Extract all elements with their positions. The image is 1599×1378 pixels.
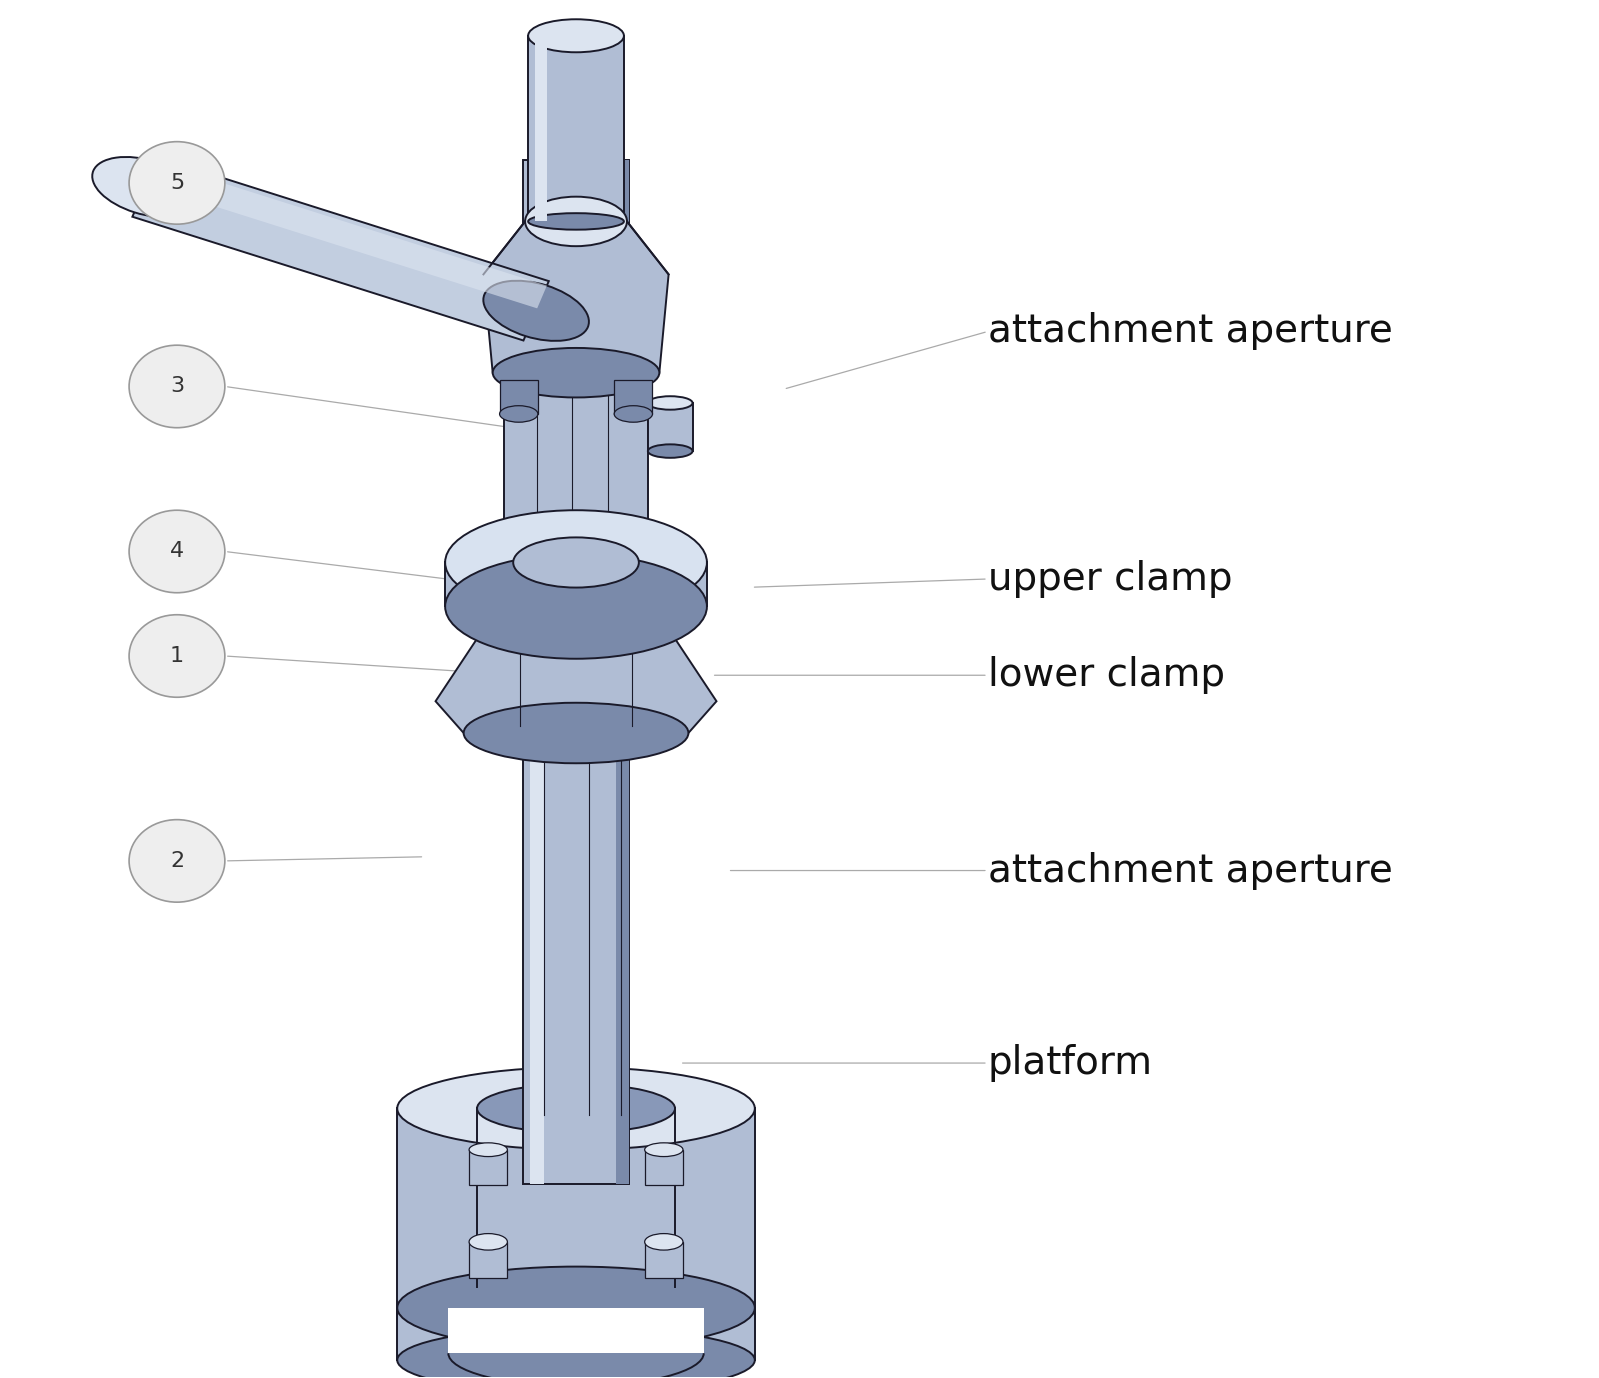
Text: 5: 5 — [169, 172, 184, 193]
Ellipse shape — [397, 1067, 755, 1149]
Text: upper clamp: upper clamp — [988, 559, 1233, 598]
Ellipse shape — [528, 214, 624, 230]
Ellipse shape — [483, 281, 588, 340]
Ellipse shape — [397, 1266, 755, 1349]
Circle shape — [130, 510, 225, 593]
Polygon shape — [644, 1242, 683, 1277]
Text: d: d — [473, 642, 486, 661]
Ellipse shape — [469, 1233, 507, 1250]
Polygon shape — [704, 1308, 755, 1360]
Text: platform: platform — [988, 1045, 1153, 1082]
Circle shape — [130, 142, 225, 225]
Polygon shape — [499, 379, 537, 413]
Polygon shape — [435, 627, 716, 733]
Polygon shape — [534, 36, 547, 222]
Ellipse shape — [445, 554, 707, 659]
Polygon shape — [469, 1149, 507, 1185]
Polygon shape — [448, 1308, 704, 1353]
Text: 1: 1 — [169, 646, 184, 666]
Text: 4: 4 — [169, 542, 184, 561]
Ellipse shape — [464, 703, 689, 763]
Polygon shape — [528, 36, 624, 222]
Ellipse shape — [484, 597, 667, 657]
Polygon shape — [397, 1308, 448, 1360]
Ellipse shape — [93, 157, 198, 218]
Ellipse shape — [492, 347, 659, 397]
Circle shape — [130, 820, 225, 903]
Polygon shape — [523, 160, 628, 1184]
Polygon shape — [146, 161, 547, 309]
Polygon shape — [648, 402, 692, 451]
Ellipse shape — [648, 444, 692, 457]
Circle shape — [130, 346, 225, 427]
Polygon shape — [529, 160, 544, 1184]
Ellipse shape — [644, 1233, 683, 1250]
Ellipse shape — [648, 397, 692, 409]
Ellipse shape — [469, 1142, 507, 1156]
Polygon shape — [614, 379, 652, 413]
Ellipse shape — [644, 1142, 683, 1156]
Ellipse shape — [445, 510, 707, 615]
Text: 2: 2 — [169, 850, 184, 871]
Ellipse shape — [513, 537, 640, 587]
Polygon shape — [504, 372, 648, 531]
Text: 3: 3 — [169, 376, 184, 397]
Ellipse shape — [524, 197, 627, 247]
Polygon shape — [133, 157, 548, 340]
Text: lower clamp: lower clamp — [988, 656, 1225, 695]
Ellipse shape — [397, 1327, 755, 1378]
Text: attachment aperture: attachment aperture — [988, 852, 1393, 890]
Polygon shape — [397, 1108, 755, 1308]
Polygon shape — [483, 222, 668, 372]
Ellipse shape — [528, 19, 624, 52]
Ellipse shape — [504, 511, 648, 550]
Polygon shape — [644, 1149, 683, 1185]
Ellipse shape — [477, 1083, 675, 1133]
Ellipse shape — [504, 353, 648, 391]
Polygon shape — [445, 562, 707, 606]
Ellipse shape — [614, 405, 652, 422]
Polygon shape — [616, 160, 628, 1184]
Ellipse shape — [499, 405, 537, 422]
Circle shape — [130, 615, 225, 697]
Polygon shape — [469, 1242, 507, 1277]
Text: attachment aperture: attachment aperture — [988, 313, 1393, 350]
